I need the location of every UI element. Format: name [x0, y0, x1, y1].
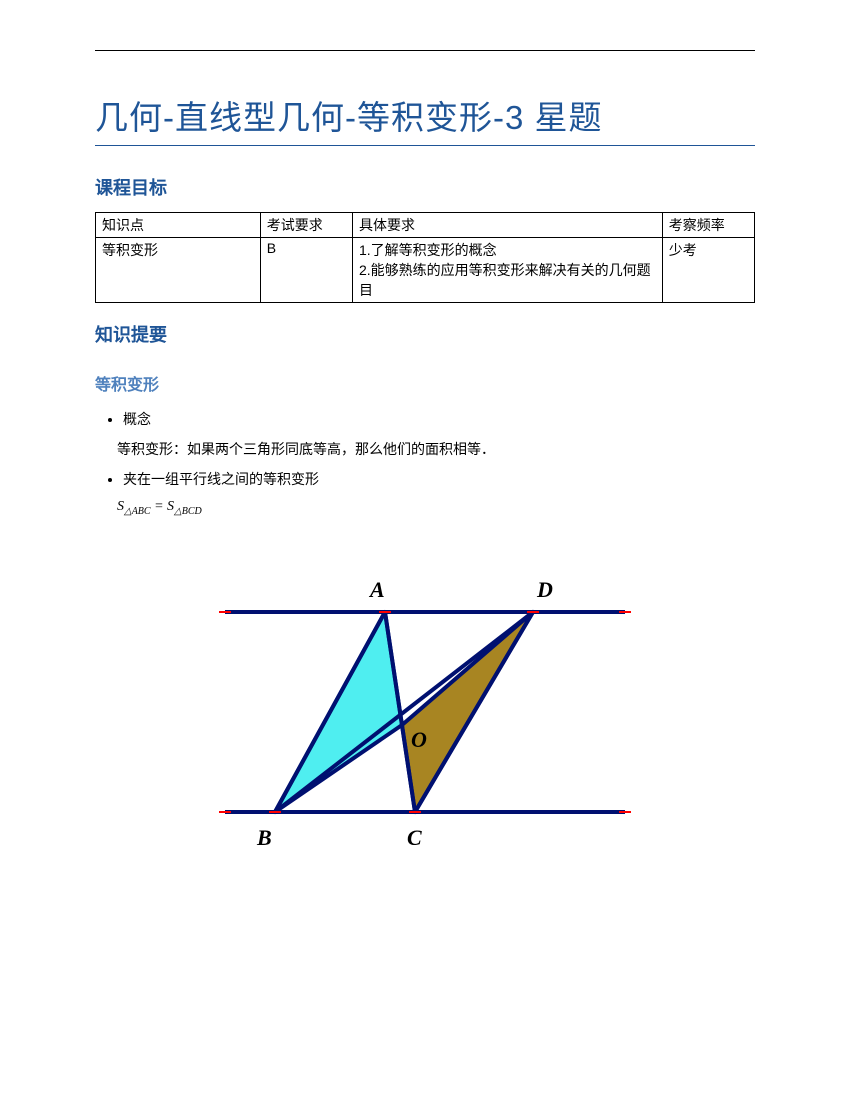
svg-text:A: A: [368, 577, 385, 602]
formula-sub-left: △ABC: [124, 506, 151, 517]
bullet-concept: 概念: [123, 409, 755, 429]
svg-text:D: D: [536, 577, 553, 602]
cell-detail: 1.了解等积变形的概念 2.能够熟练的应用等积变形来解决有关的几何题目: [353, 238, 663, 303]
formula-sub-right: △BCD: [174, 506, 202, 517]
concept-list: 概念: [95, 409, 755, 429]
svg-text:B: B: [256, 825, 272, 850]
svg-text:C: C: [407, 825, 422, 850]
table-header-row: 知识点 考试要求 具体要求 考察频率: [96, 213, 755, 238]
section-tips-heading: 知识提要: [95, 321, 755, 347]
formula-equal-area: S△ABC = S△BCD: [117, 499, 755, 517]
subsection-heading: 等积变形: [95, 371, 755, 395]
detail-line: 1.了解等积变形的概念: [359, 240, 656, 260]
doc-title: 几何-直线型几何-等积变形-3 星题: [95, 81, 755, 146]
requirements-table: 知识点 考试要求 具体要求 考察频率 等积变形 B 1.了解等积变形的概念 2.…: [95, 212, 755, 303]
th-level: 考试要求: [260, 213, 352, 238]
formula-S-right: S: [167, 499, 174, 514]
geometry-diagram: A D B C O: [195, 547, 655, 877]
bullet-concept-detail: 等积变形：如果两个三角形同底等高，那么他们的面积相等．: [117, 439, 755, 459]
page: 几何-直线型几何-等积变形-3 星题 课程目标 知识点 考试要求 具体要求 考察…: [0, 0, 850, 1100]
formula-eq: =: [151, 499, 167, 514]
cell-level: B: [260, 238, 352, 303]
cell-freq: 少考: [662, 238, 754, 303]
top-rule: [95, 50, 755, 51]
concept-list: 夹在一组平行线之间的等积变形: [95, 469, 755, 489]
table-row: 等积变形 B 1.了解等积变形的概念 2.能够熟练的应用等积变形来解决有关的几何…: [96, 238, 755, 303]
bullet-parallel: 夹在一组平行线之间的等积变形: [123, 469, 755, 489]
th-detail: 具体要求: [353, 213, 663, 238]
formula-S-left: S: [117, 499, 124, 514]
diagram-wrap: A D B C O: [95, 547, 755, 882]
th-topic: 知识点: [96, 213, 261, 238]
detail-line: 2.能够熟练的应用等积变形来解决有关的几何题目: [359, 260, 656, 300]
cell-topic: 等积变形: [96, 238, 261, 303]
section-goals-heading: 课程目标: [95, 174, 755, 200]
th-freq: 考察频率: [662, 213, 754, 238]
svg-text:O: O: [411, 727, 427, 752]
